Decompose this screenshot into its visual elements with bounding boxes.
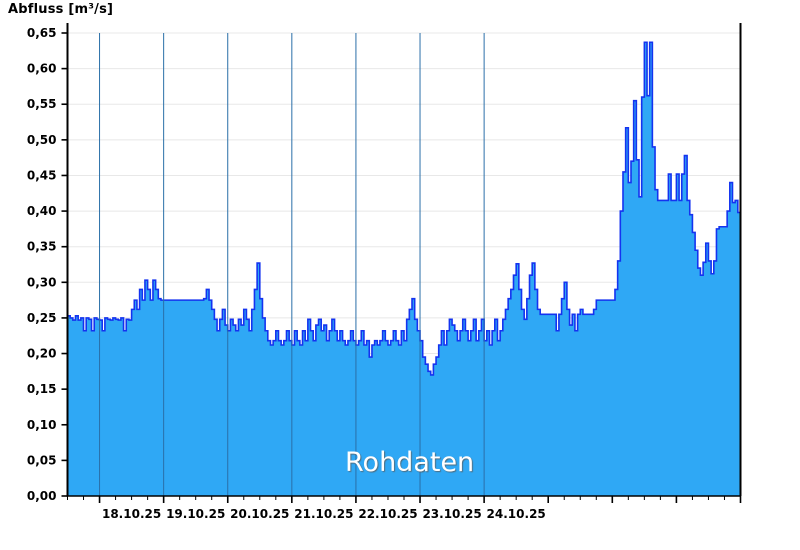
y-tick-label: 0,60 (27, 62, 57, 76)
y-tick-label: 0,00 (27, 489, 57, 503)
day-divider-lines (99, 33, 485, 496)
y-tick-label: 0,50 (27, 133, 57, 147)
y-axis-title: Abfluss [m³/s] (8, 2, 114, 17)
x-tick-label: 19.10.25 (166, 507, 225, 521)
y-tick-label: 0,40 (27, 204, 57, 218)
x-tick-label: 18.10.25 (102, 507, 161, 521)
y-axis-tick-labels: 0,00 0,05 0,10 0,15 0,20 0,25 0,30 0,35 0,40 0,45… (27, 26, 57, 503)
x-tick-label: 23.10.25 (422, 507, 481, 521)
y-tick-label: 0,20 (27, 347, 57, 361)
y-tick-label: 0,05 (27, 453, 57, 467)
x-tick-label: 24.10.25 (487, 507, 546, 521)
y-tick-label: 0,65 (27, 26, 57, 40)
x-tick-label: 22.10.25 (358, 507, 417, 521)
y-tick-label: 0,45 (27, 168, 57, 182)
x-axis-tick-labels: 18.10.25 19.10.25 20.10.25 21.10.25 22.10.25… (102, 507, 546, 521)
y-tick-label: 0,15 (27, 382, 57, 396)
y-tick-label: 0,55 (27, 97, 57, 111)
y-tick-label: 0,30 (27, 275, 57, 289)
x-axis-ticks (67, 496, 742, 503)
y-tick-label: 0,25 (27, 311, 57, 325)
y-tick-label: 0,35 (27, 240, 57, 254)
x-tick-label: 21.10.25 (294, 507, 353, 521)
y-tick-label: 0,10 (27, 418, 57, 432)
discharge-step-line (67, 41, 741, 376)
discharge-area-fill (67, 42, 741, 496)
x-tick-label: 20.10.25 (230, 507, 289, 521)
